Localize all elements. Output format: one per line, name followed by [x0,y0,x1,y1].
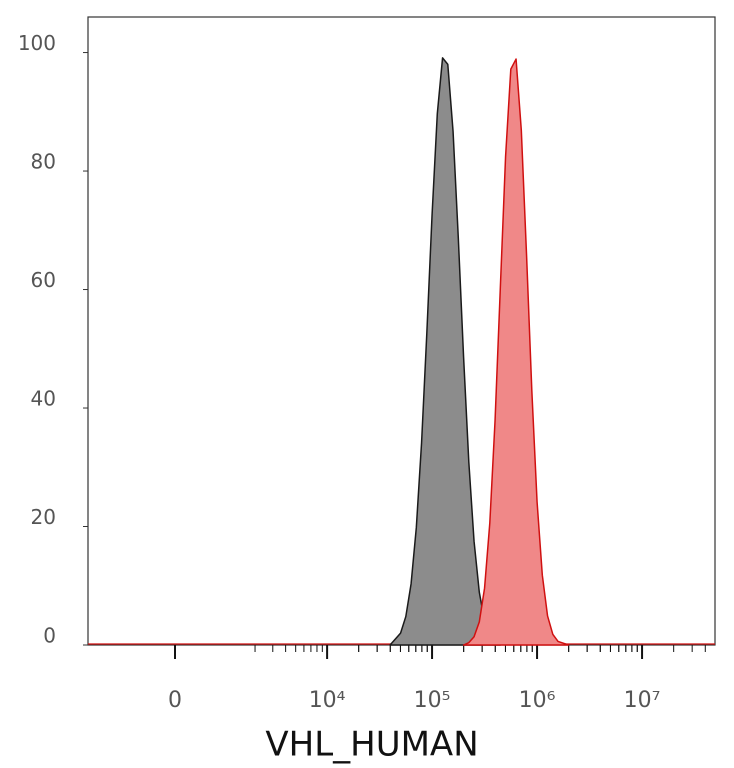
x-tick-label: 10⁴ [309,688,346,713]
x-axis-label: VHL_HUMAN [265,725,478,765]
histogram-area [462,58,570,646]
y-tick-label: 80 [31,150,56,174]
x-tick-label: 10⁵ [414,688,451,713]
x-tick-label: 10⁶ [519,688,556,713]
x-tick-label: 0 [168,688,182,713]
x-tick-label: 10⁷ [624,688,661,713]
y-tick-label: 20 [31,505,56,529]
plot-frame [87,16,716,646]
y-tick-label: 100 [18,31,56,55]
y-tick-label: 60 [31,268,56,292]
y-tick-label: 40 [31,387,56,411]
y-tick-label: 0 [43,624,56,648]
histogram-area [389,57,502,646]
